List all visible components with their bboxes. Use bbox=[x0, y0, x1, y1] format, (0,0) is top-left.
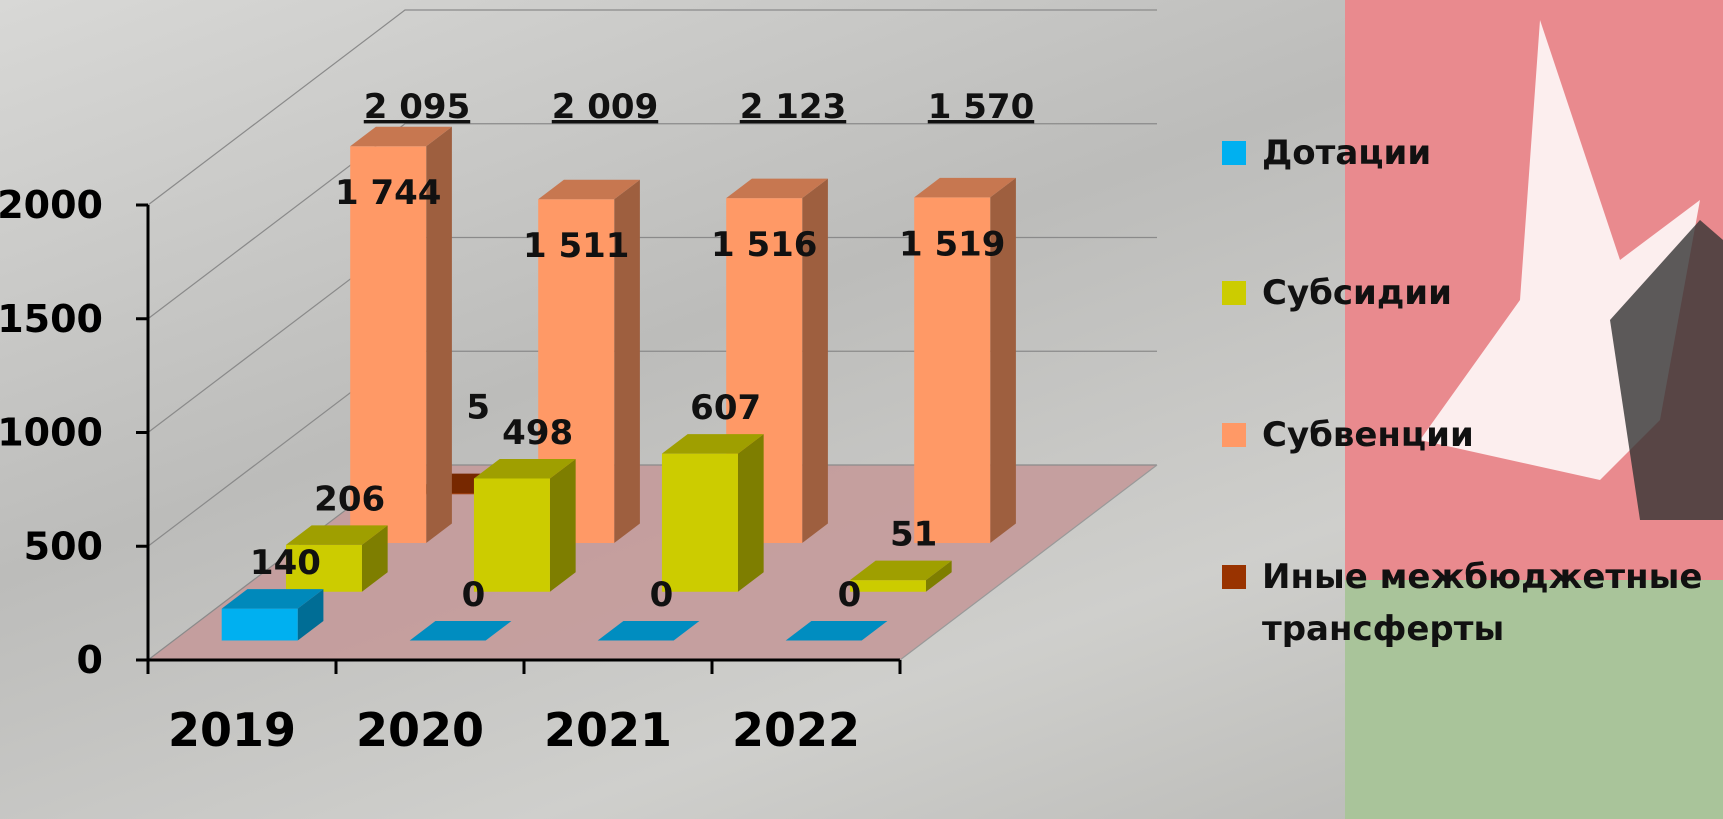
value-label: 607 bbox=[690, 388, 761, 428]
total-label: 2 009 bbox=[552, 87, 658, 127]
total-label: 2 123 bbox=[740, 87, 846, 127]
value-label: 5 bbox=[466, 388, 490, 428]
legend-label: Иные межбюджетные трансферты bbox=[1262, 551, 1723, 655]
bar-front bbox=[850, 580, 926, 592]
legend-swatch bbox=[1222, 423, 1246, 447]
legend-swatch bbox=[1222, 281, 1246, 305]
x-tick-label: 2019 bbox=[168, 703, 296, 757]
legend-label: Субсидии bbox=[1262, 267, 1723, 319]
slide: 0 500 1000 1500 2000 2019 2020 2021 2022 5 1 744 1 … bbox=[0, 0, 1723, 819]
x-tick-label: 2021 bbox=[544, 703, 672, 757]
bar-front bbox=[474, 478, 550, 591]
y-tick-label: 1000 bbox=[0, 411, 103, 455]
value-label: 206 bbox=[314, 479, 385, 519]
y-tick-label: 2000 bbox=[0, 183, 103, 227]
value-label: 1 744 bbox=[335, 173, 441, 213]
total-label: 2 095 bbox=[364, 87, 470, 127]
value-label: 1 516 bbox=[711, 225, 817, 265]
bar-front bbox=[222, 609, 298, 641]
value-label: 0 bbox=[838, 575, 862, 615]
value-label: 1 519 bbox=[899, 224, 1005, 264]
legend-swatch bbox=[1222, 565, 1246, 589]
legend-label: Дотации bbox=[1262, 127, 1723, 179]
value-label: 51 bbox=[890, 515, 937, 555]
value-label: 0 bbox=[462, 575, 486, 615]
x-tick-label: 2022 bbox=[732, 703, 860, 757]
x-tick-label: 2020 bbox=[356, 703, 484, 757]
value-label: 140 bbox=[250, 543, 321, 583]
value-label: 1 511 bbox=[523, 226, 629, 266]
y-tick-label: 0 bbox=[77, 638, 103, 682]
value-label: 498 bbox=[502, 413, 573, 453]
total-label: 1 570 bbox=[928, 87, 1034, 127]
y-tick-label: 1500 bbox=[0, 297, 103, 341]
legend-label: Субвенции bbox=[1262, 409, 1723, 461]
value-label: 0 bbox=[650, 575, 674, 615]
bar-front bbox=[662, 454, 738, 592]
bar-side bbox=[550, 459, 576, 592]
bar-side bbox=[738, 434, 764, 592]
y-tick-label: 500 bbox=[24, 524, 103, 568]
legend-swatch bbox=[1222, 141, 1246, 165]
